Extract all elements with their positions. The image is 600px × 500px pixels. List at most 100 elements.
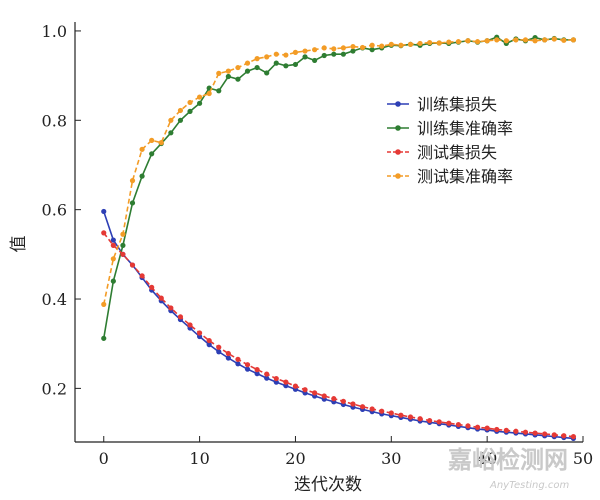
series-point-1	[340, 51, 346, 57]
series-point-1	[283, 63, 289, 69]
x-axis-label: 迭代次数	[294, 475, 362, 495]
series-point-3	[561, 37, 567, 43]
series-point-2	[129, 262, 136, 268]
x-tick-label: 50	[573, 449, 593, 468]
series-point-2	[484, 425, 490, 431]
series-point-2	[446, 420, 452, 426]
watermark-logo-text: 嘉峪检测网	[448, 446, 568, 474]
series-point-2	[379, 408, 385, 414]
series-point-1	[149, 151, 155, 157]
series-point-1	[321, 52, 327, 59]
series-point-3	[436, 40, 442, 46]
series-point-1	[244, 68, 251, 74]
series-point-0	[225, 355, 231, 361]
series-point-3	[158, 140, 164, 146]
x-tick-label: 20	[285, 449, 305, 468]
series-point-0	[244, 366, 251, 372]
series-point-3	[503, 38, 509, 44]
axes-frame	[74, 22, 583, 443]
series-point-3	[312, 47, 318, 53]
series-point-3	[149, 137, 155, 143]
series-point-2	[494, 426, 500, 433]
series-point-3	[225, 68, 231, 74]
series-point-3	[398, 42, 404, 48]
series-point-2	[235, 356, 241, 362]
series-point-3	[513, 37, 519, 43]
series-point-1	[139, 173, 145, 179]
series-point-3	[120, 231, 126, 237]
legend-swatch-marker	[395, 173, 401, 179]
series-point-2	[206, 337, 212, 344]
series-point-3	[388, 41, 394, 47]
series-point-2	[503, 427, 509, 433]
series-point-2	[302, 387, 308, 393]
series-point-3	[570, 37, 577, 43]
legend-label: 测试集准确率	[417, 167, 513, 186]
y-tick-label: 1.0	[42, 22, 67, 41]
y-tick-label: 0.6	[42, 201, 67, 220]
series-point-3	[551, 36, 557, 42]
series-point-2	[522, 429, 529, 435]
series-point-2	[427, 417, 433, 424]
series-point-3	[474, 39, 481, 45]
series-point-0	[283, 383, 289, 389]
series-point-2	[244, 362, 251, 368]
series-point-2	[149, 284, 155, 290]
series-point-3	[407, 41, 414, 47]
series-point-2	[197, 330, 203, 336]
series-point-1	[302, 54, 308, 60]
series-point-2	[388, 410, 394, 416]
series-point-2	[177, 314, 184, 320]
legend-label: 测试集损失	[417, 143, 497, 162]
series-point-3	[532, 38, 538, 44]
series-point-1	[177, 117, 184, 123]
series-point-0	[235, 361, 241, 367]
series-point-3	[359, 44, 366, 51]
series-point-2	[561, 433, 567, 439]
series-point-3	[139, 146, 145, 152]
series-point-2	[158, 295, 164, 301]
series-point-1	[225, 73, 231, 80]
series-point-2	[101, 230, 107, 236]
series-point-2	[350, 401, 356, 407]
series-point-1	[120, 242, 126, 248]
series-point-3	[465, 38, 471, 44]
series-point-1	[254, 64, 260, 71]
series-point-0	[206, 342, 212, 348]
series-point-0	[101, 208, 107, 215]
legend-swatch-marker	[395, 125, 401, 131]
series-layer	[101, 34, 577, 442]
series-point-0	[254, 371, 260, 377]
series-point-2	[120, 251, 126, 257]
series-point-2	[283, 379, 289, 385]
series-point-3	[494, 37, 500, 43]
series-point-2	[312, 390, 318, 396]
x-tick-label: 40	[477, 449, 497, 468]
series-point-2	[513, 428, 519, 434]
series-point-2	[465, 423, 471, 429]
series-point-3	[177, 107, 184, 114]
series-point-2	[216, 344, 222, 350]
series-point-1	[216, 88, 222, 94]
series-2	[101, 230, 577, 440]
series-point-1	[197, 100, 203, 106]
series-point-3	[254, 56, 260, 62]
series-point-2	[168, 305, 174, 311]
series-point-3	[542, 37, 548, 43]
series-point-2	[532, 430, 538, 436]
series-point-3	[244, 60, 251, 66]
watermark-url-text: AnyTesting.com	[489, 480, 570, 491]
series-point-1	[312, 57, 318, 64]
legend-label: 训练集损失	[417, 95, 497, 114]
legend-label: 训练集准确率	[417, 119, 513, 138]
x-tick-label: 0	[99, 449, 109, 468]
y-axis-label: 值	[9, 236, 29, 253]
series-point-3	[110, 256, 116, 262]
series-point-2	[474, 424, 481, 430]
series-point-3	[168, 117, 174, 123]
series-point-1	[273, 60, 279, 66]
series-point-3	[216, 70, 222, 76]
series-point-1	[101, 335, 107, 341]
